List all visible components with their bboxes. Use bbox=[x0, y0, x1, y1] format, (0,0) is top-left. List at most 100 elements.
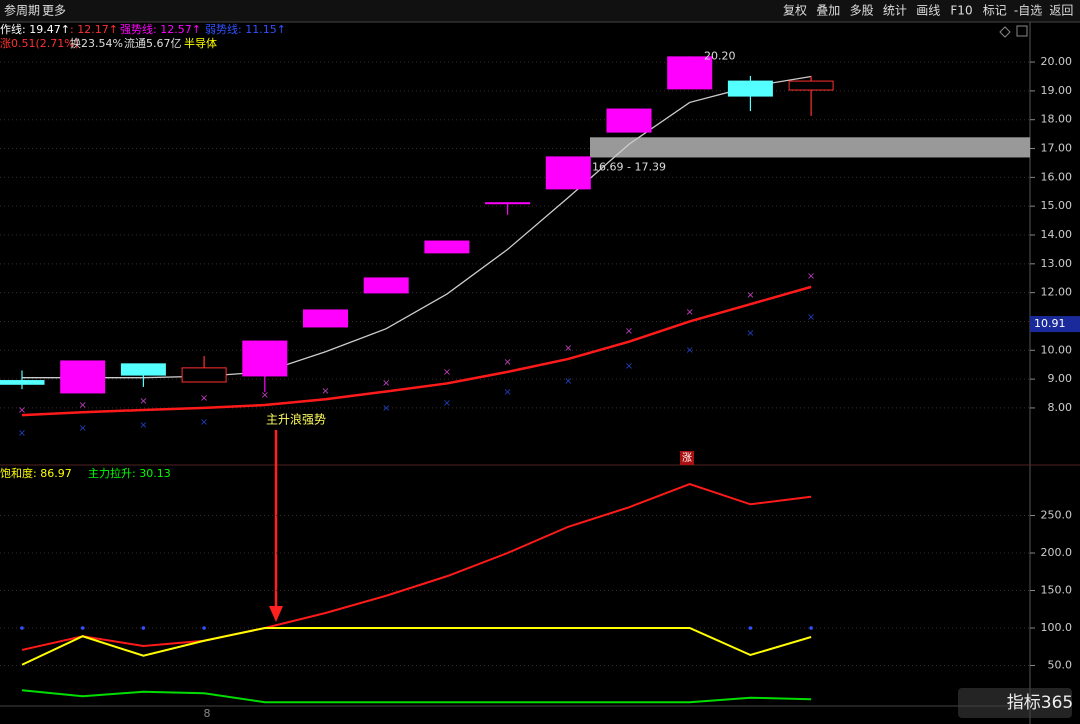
diamond-icon bbox=[999, 26, 1011, 38]
x-marker: × bbox=[79, 423, 87, 434]
toolbar-button[interactable]: -自选 bbox=[1014, 4, 1042, 18]
x-marker: × bbox=[200, 417, 208, 428]
info-entry: 换23.54% bbox=[70, 36, 123, 50]
dot bbox=[141, 626, 146, 630]
candle-body bbox=[545, 156, 591, 190]
y-tick-label: 250.0 bbox=[1041, 509, 1073, 522]
toolbar-button[interactable]: 统计 bbox=[883, 4, 907, 18]
series-line bbox=[22, 75, 812, 379]
x-marker: × bbox=[564, 343, 572, 354]
x-marker: × bbox=[686, 345, 694, 356]
x-marker: × bbox=[807, 271, 815, 282]
y-tick-label: 200.0 bbox=[1041, 546, 1073, 559]
x-marker: × bbox=[746, 328, 754, 339]
x-marker: × bbox=[503, 387, 511, 398]
x-marker: × bbox=[443, 398, 451, 409]
candle-body bbox=[606, 108, 652, 133]
legend-entry: 弱势线: 11.15↑ bbox=[205, 22, 286, 36]
legend-entry: 强势线: 12.57↑ bbox=[120, 22, 201, 36]
x-marker: × bbox=[261, 390, 269, 401]
legend-entry: : 12.17↑ bbox=[70, 23, 118, 36]
candle-body bbox=[424, 240, 470, 254]
x-marker: × bbox=[382, 378, 390, 389]
legend-entry: 饱和度: 86.97 bbox=[0, 466, 72, 480]
toolbar-button[interactable]: 复权 bbox=[783, 4, 807, 18]
legend-entry: 主力拉升: 30.13 bbox=[88, 466, 171, 480]
badge-bg bbox=[680, 451, 694, 465]
x-marker: × bbox=[382, 403, 390, 414]
y-tick-label: 13.00 bbox=[1041, 257, 1073, 270]
y-tick-label: 19.00 bbox=[1041, 84, 1073, 97]
x-marker: × bbox=[625, 361, 633, 372]
x-marker: × bbox=[443, 367, 451, 378]
toolbar-button[interactable]: 叠加 bbox=[816, 4, 840, 18]
x-marker: × bbox=[79, 400, 87, 411]
toolbar-button[interactable]: 返回 bbox=[1049, 4, 1073, 18]
dot bbox=[748, 626, 753, 630]
price-zone bbox=[590, 137, 1030, 158]
info-entry: 涨0.51(2.71%) bbox=[0, 37, 79, 50]
watermark-bg bbox=[958, 688, 1072, 718]
y-tick-label: 18.00 bbox=[1041, 113, 1073, 126]
x-marker: × bbox=[139, 396, 147, 407]
x-marker: × bbox=[18, 428, 26, 439]
candle-body bbox=[303, 309, 348, 328]
dot bbox=[202, 626, 206, 630]
x-marker: × bbox=[625, 326, 633, 337]
y-tick-label: 100.0 bbox=[1041, 621, 1073, 634]
x-marker: × bbox=[564, 376, 572, 387]
x-marker: × bbox=[139, 420, 147, 431]
legend-entry: 作线: 19.47↑ bbox=[0, 22, 70, 36]
price-tag: 10.91 bbox=[1034, 317, 1066, 330]
y-tick-label: 14.00 bbox=[1041, 228, 1073, 241]
y-tick-label: 16.00 bbox=[1041, 170, 1073, 183]
candle-body bbox=[181, 367, 227, 383]
candle-body bbox=[120, 363, 166, 376]
info-entry: 流通5.67亿 bbox=[124, 36, 182, 50]
candle-body bbox=[667, 56, 713, 90]
info-entry: 半导体 bbox=[184, 36, 217, 50]
badge: 涨 bbox=[682, 452, 692, 464]
series-line bbox=[21, 626, 812, 666]
series-line bbox=[21, 689, 812, 704]
candle-body bbox=[0, 380, 45, 385]
y-tick-label: 50.0 bbox=[1048, 658, 1073, 671]
dot bbox=[20, 626, 24, 630]
candle-body bbox=[363, 277, 409, 294]
toolbar-button[interactable]: 多股 bbox=[850, 4, 874, 18]
toolbar-button[interactable]: F10 bbox=[950, 4, 972, 18]
watermark: 指标365 bbox=[1007, 693, 1073, 713]
dot bbox=[80, 626, 85, 630]
series-line bbox=[21, 482, 812, 651]
y-tick-label: 17.00 bbox=[1041, 142, 1073, 155]
y-tick-label: 12.00 bbox=[1041, 286, 1073, 299]
annotation: 主升浪强势 bbox=[266, 412, 326, 427]
y-tick-label: 20.00 bbox=[1041, 55, 1073, 68]
toolbar-item[interactable]: 参周期 bbox=[4, 3, 40, 18]
zone-label: 16.69 - 17.39 bbox=[592, 160, 666, 173]
x-marker: × bbox=[200, 393, 208, 404]
x-label: 8 bbox=[204, 707, 211, 720]
x-marker: × bbox=[746, 290, 754, 301]
arrow-head bbox=[269, 606, 283, 622]
x-marker: × bbox=[321, 386, 329, 397]
price-tag-bg bbox=[1030, 316, 1080, 333]
candle-body bbox=[60, 360, 106, 394]
dot bbox=[809, 626, 813, 630]
y-tick-label: 9.00 bbox=[1048, 372, 1073, 385]
candle-body bbox=[485, 202, 531, 205]
toolbar-item[interactable]: 更多 bbox=[42, 4, 66, 18]
series-line bbox=[21, 285, 812, 417]
y-tick-label: 10.00 bbox=[1041, 343, 1073, 356]
candle-body bbox=[727, 80, 773, 97]
y-tick-label: 150.0 bbox=[1041, 583, 1073, 596]
y-tick-label: 15.00 bbox=[1041, 199, 1073, 212]
toolbar-button[interactable]: 标记 bbox=[983, 4, 1007, 18]
x-marker: × bbox=[686, 307, 694, 318]
high-label: 20.20 bbox=[704, 49, 736, 62]
candle-body bbox=[788, 80, 834, 91]
toolbar-button[interactable]: 画线 bbox=[916, 4, 940, 18]
x-marker: × bbox=[807, 312, 815, 323]
candle-body bbox=[242, 340, 288, 377]
